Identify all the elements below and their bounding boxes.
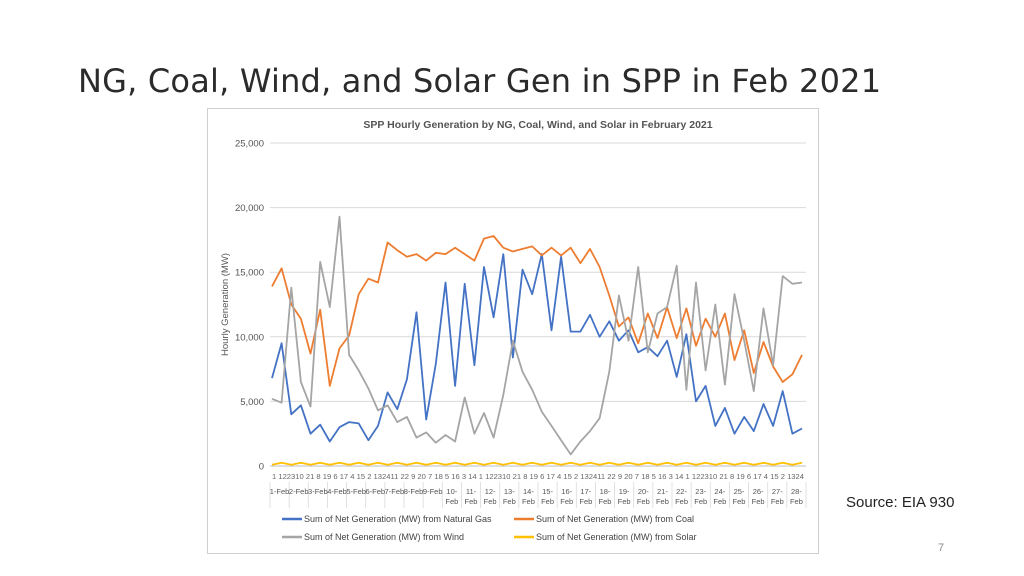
- x-day-label: 6-Feb: [365, 487, 385, 496]
- chart-title: SPP Hourly Generation by NG, Coal, Wind,…: [363, 119, 712, 131]
- x-day-label: 11-: [466, 487, 477, 496]
- x-day-label: 19-: [619, 487, 630, 496]
- y-tick-label: 5,000: [240, 397, 264, 408]
- x-hour-tick-labels: 1 122310 21 8 19 6 17 4 15 2 132411 22 9…: [272, 472, 804, 481]
- x-day-label: 16-: [561, 487, 572, 496]
- x-day-label: Feb: [713, 497, 726, 506]
- x-day-label: 4-Feb: [327, 487, 347, 496]
- x-day-label: 5-Feb: [346, 487, 366, 496]
- x-day-label: Feb: [752, 497, 765, 506]
- x-day-label: 26-: [753, 487, 764, 496]
- x-day-label: 10-: [446, 487, 457, 496]
- y-axis-label: Hourly Generation (MW): [220, 253, 231, 356]
- x-day-label: Feb: [503, 497, 516, 506]
- x-day-label: Feb: [599, 497, 612, 506]
- x-day-label: 18-: [600, 487, 611, 496]
- y-tick-label: 0: [259, 462, 264, 473]
- series-line-1: [271, 253, 803, 443]
- x-day-label: Feb: [618, 497, 631, 506]
- x-day-label: 22-: [676, 487, 687, 496]
- x-day-label: Feb: [771, 497, 784, 506]
- x-day-label: 20-: [638, 487, 649, 496]
- legend-label: Sum of Net Generation (MW) from Coal: [536, 514, 694, 524]
- x-day-label: 21-: [657, 487, 668, 496]
- x-day-label: Feb: [579, 497, 592, 506]
- x-day-label: 1-Feb: [270, 487, 290, 496]
- x-day-label: 3-Feb: [308, 487, 328, 496]
- y-tick-label: 25,000: [235, 139, 264, 150]
- x-day-label: Feb: [694, 497, 707, 506]
- x-day-label: 15-: [542, 487, 553, 496]
- chart-container: SPP Hourly Generation by NG, Coal, Wind,…: [207, 108, 819, 554]
- x-day-label: Feb: [484, 497, 497, 506]
- x-day-label: 14-: [523, 487, 534, 496]
- slide-title: NG, Coal, Wind, and Solar Gen in SPP in …: [78, 62, 882, 100]
- x-day-label: 7-Feb: [385, 487, 405, 496]
- x-day-label: Feb: [656, 497, 669, 506]
- y-tick-label: 15,000: [235, 268, 264, 279]
- y-tick-label: 10,000: [235, 332, 264, 343]
- line-chart: SPP Hourly Generation by NG, Coal, Wind,…: [220, 119, 807, 542]
- x-day-label: 28-: [791, 487, 802, 496]
- x-day-label: 12-: [485, 487, 496, 496]
- x-day-label: Feb: [465, 497, 478, 506]
- x-day-label: Feb: [790, 497, 803, 506]
- legend-label: Sum of Net Generation (MW) from Solar: [536, 532, 697, 542]
- x-day-label: 13-: [504, 487, 515, 496]
- x-day-label: 17-: [580, 487, 591, 496]
- x-day-label: Feb: [522, 497, 535, 506]
- x-day-label: Feb: [733, 497, 746, 506]
- source-note: Source: EIA 930: [846, 494, 955, 511]
- x-day-label: 24-: [714, 487, 725, 496]
- x-day-label: Feb: [541, 497, 554, 506]
- x-day-label: Feb: [675, 497, 688, 506]
- x-day-label: 9-Feb: [423, 487, 443, 496]
- x-day-label: Feb: [560, 497, 573, 506]
- legend-label: Sum of Net Generation (MW) from Natural …: [304, 514, 492, 524]
- x-day-label: Feb: [445, 497, 458, 506]
- x-day-label: 27-: [772, 487, 783, 496]
- series-line-4: [271, 461, 803, 466]
- x-day-label: 25-: [734, 487, 745, 496]
- y-tick-label: 20,000: [235, 203, 264, 214]
- x-day-label: 2-Feb: [289, 487, 309, 496]
- legend-label: Sum of Net Generation (MW) from Wind: [304, 532, 464, 542]
- x-day-label: Feb: [637, 497, 650, 506]
- series-line-2: [271, 235, 803, 387]
- x-day-label: 8-Feb: [404, 487, 424, 496]
- page-number: 7: [938, 542, 945, 554]
- x-day-label: 23-: [695, 487, 706, 496]
- series-line-3: [271, 215, 803, 456]
